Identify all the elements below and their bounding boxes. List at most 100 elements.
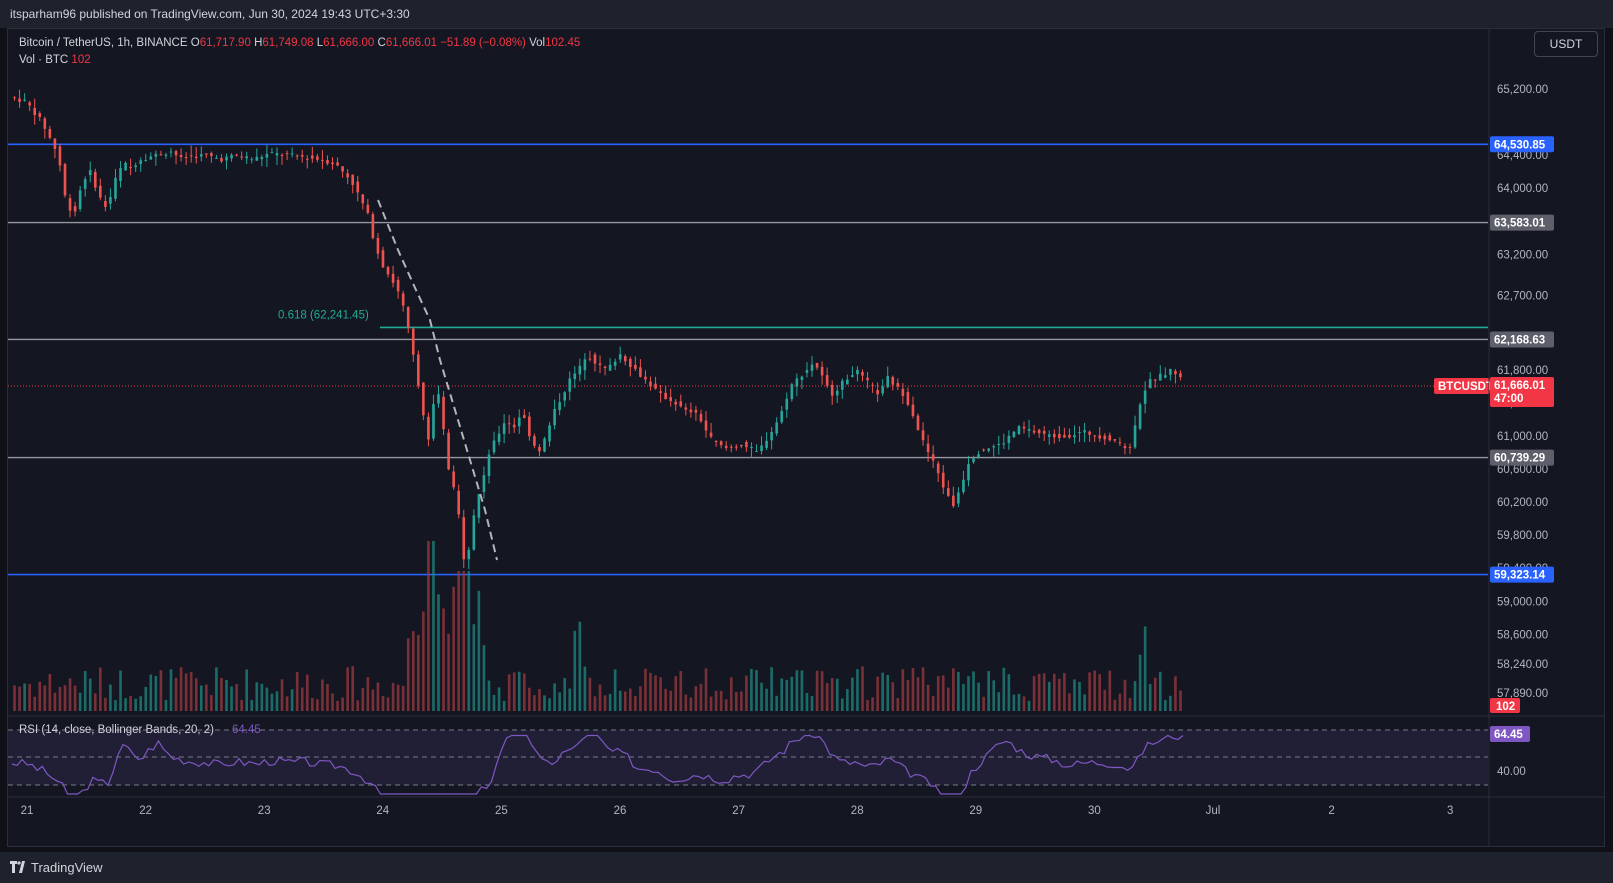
- volume-bar: [866, 699, 869, 711]
- candle-body: [1063, 434, 1066, 438]
- candle-body: [916, 415, 920, 431]
- time-tick-label: 23: [258, 805, 271, 817]
- volume-bar: [704, 668, 708, 711]
- volume-bar: [1088, 672, 1091, 711]
- volume-bar: [396, 684, 400, 711]
- candle-body: [780, 411, 784, 423]
- candle-body: [1022, 426, 1026, 429]
- time-tick-label: 27: [732, 805, 745, 817]
- time-tick-label: 29: [969, 805, 982, 817]
- candle-body: [906, 392, 910, 405]
- candle-body: [417, 354, 420, 386]
- candle-body: [629, 358, 632, 367]
- candle-body: [846, 379, 849, 385]
- candle-body: [921, 430, 925, 441]
- volume-bar: [941, 675, 945, 711]
- volume-bar: [18, 686, 21, 711]
- volume-bar: [194, 678, 198, 711]
- volume-bar: [220, 677, 223, 711]
- volume-bar: [189, 671, 193, 711]
- volume-bar: [417, 634, 420, 711]
- drawn-trend-line[interactable]: [377, 199, 498, 561]
- candle-body: [760, 445, 763, 452]
- volume-bar: [1148, 684, 1152, 711]
- candle-body: [356, 181, 360, 193]
- tradingview-logo-icon: [10, 861, 25, 873]
- volume-bar: [608, 693, 612, 711]
- volume-bar: [714, 690, 718, 711]
- candle-body: [1078, 431, 1081, 433]
- volume-bar: [699, 683, 703, 711]
- candle-body: [967, 464, 970, 481]
- volume-bar: [1012, 694, 1016, 711]
- candle-body: [482, 475, 486, 492]
- candle-body: [159, 154, 163, 156]
- volume-bar: [376, 682, 380, 711]
- volume-bar: [694, 686, 698, 711]
- volume-bar: [124, 698, 127, 711]
- candle-body: [351, 174, 355, 185]
- volume-bar: [598, 684, 602, 711]
- volume-bar: [361, 688, 365, 711]
- candle-body: [1058, 433, 1061, 439]
- volume-bar: [235, 684, 238, 711]
- volume-bar: [43, 685, 47, 711]
- candle-body: [745, 442, 748, 448]
- candle-body: [1174, 370, 1177, 375]
- volume-bar: [411, 631, 415, 711]
- level-price-tag: [1490, 566, 1554, 583]
- volume-bar: [603, 695, 607, 711]
- candle-body: [270, 152, 274, 154]
- volume-bar: [149, 674, 153, 711]
- volume-bar: [856, 669, 859, 711]
- candle-body: [871, 384, 874, 386]
- candle-body: [931, 454, 935, 461]
- currency-button[interactable]: USDT: [1534, 31, 1598, 57]
- volume-bar: [1052, 673, 1056, 711]
- symbol-title[interactable]: Bitcoin / TetherUS, 1h, BINANCE: [19, 37, 188, 49]
- candle-body: [553, 408, 556, 426]
- volume-bar: [649, 672, 652, 711]
- volume-bar: [406, 638, 410, 711]
- volume-bar: [740, 691, 743, 711]
- candle-body: [830, 384, 834, 396]
- volume-bar: [507, 674, 511, 711]
- volume-bar: [563, 678, 566, 711]
- volume-bar: [447, 633, 450, 711]
- volume-bar: [366, 677, 370, 711]
- candle-body: [104, 200, 107, 207]
- candle-body: [462, 517, 466, 560]
- candle-body: [1042, 430, 1046, 434]
- candle-body: [785, 398, 789, 410]
- candle-body: [740, 444, 743, 447]
- candle-body: [346, 173, 349, 178]
- candle-body: [119, 168, 122, 182]
- rsi-value-label: 64.45: [1494, 729, 1523, 741]
- candle-body: [1027, 429, 1031, 431]
- volume-bar: [1108, 670, 1112, 711]
- candle-body: [73, 206, 77, 212]
- rsi-title: RSI (14, close, Bollinger Bands, 20, 2): [19, 724, 214, 736]
- volume-indicator-label[interactable]: Vol · BTC: [19, 54, 69, 66]
- price-tick-label: 58,240.00: [1497, 659, 1548, 671]
- volume-bar: [351, 666, 355, 711]
- candle-body: [795, 378, 799, 387]
- candle-body: [735, 446, 738, 448]
- volume-bar: [946, 687, 950, 711]
- price-tick-label: 61,000.00: [1497, 431, 1548, 443]
- level-price-label: 62,168.63: [1494, 334, 1545, 346]
- candle-body: [88, 170, 92, 176]
- volume-bar: [502, 700, 506, 711]
- volume-bar: [982, 696, 985, 711]
- candle-body: [447, 432, 450, 470]
- volume-bar: [270, 693, 274, 711]
- candle-body: [618, 354, 622, 360]
- volume-bar: [830, 677, 834, 711]
- candle-body: [502, 423, 506, 434]
- candle-body: [528, 416, 531, 437]
- volume-bar: [997, 692, 1001, 711]
- chart-legend: Bitcoin / TetherUS, 1h, BINANCE O61,717.…: [19, 35, 580, 69]
- candle-body: [1002, 443, 1006, 445]
- volume-bar: [896, 698, 900, 711]
